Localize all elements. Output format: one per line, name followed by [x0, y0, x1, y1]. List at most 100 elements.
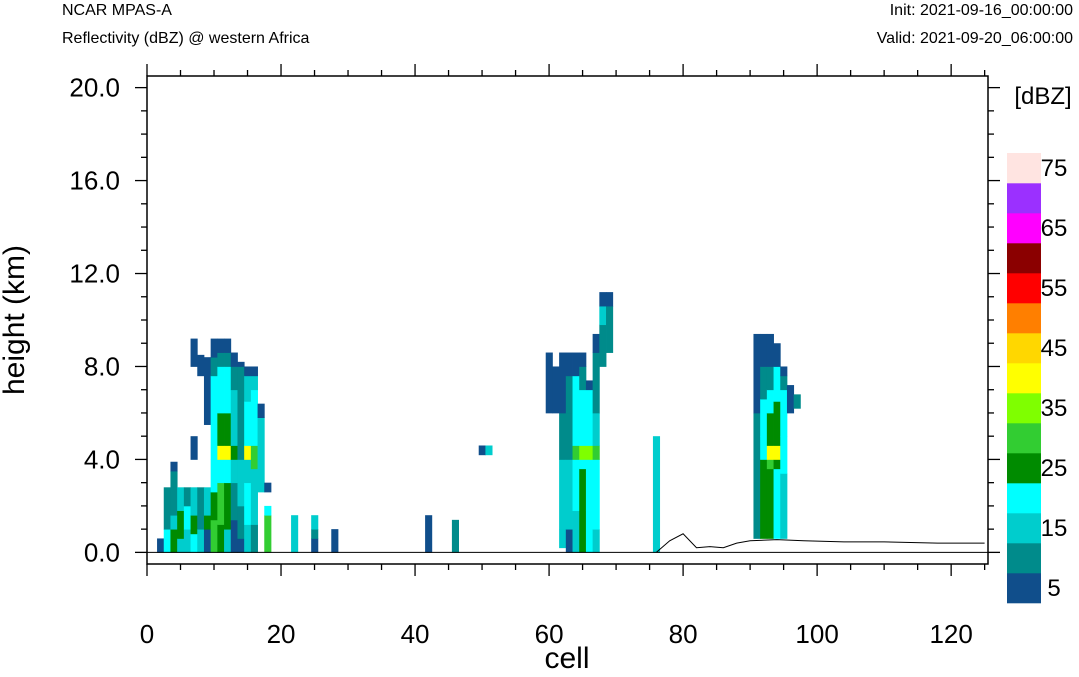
reflectivity-cell	[203, 515, 212, 530]
colorbar-swatch	[1007, 393, 1041, 424]
reflectivity-cell	[760, 399, 768, 437]
reflectivity-cell	[652, 543, 661, 553]
init-time: Init: 2021-09-16_00:00:00	[889, 2, 1073, 19]
colorbar-label: 5	[1047, 575, 1060, 602]
reflectivity-cell	[177, 510, 185, 539]
reflectivity-cell	[250, 389, 258, 446]
reflectivity-cell	[579, 389, 587, 446]
reflectivity-cell	[257, 403, 265, 418]
reflectivity-cell	[244, 375, 252, 402]
reflectivity-cell	[230, 482, 238, 521]
reflectivity-cell	[237, 366, 245, 414]
reflectivity-cell	[170, 461, 178, 472]
reflectivity-cell	[311, 515, 319, 530]
reflectivity-cell	[210, 491, 218, 521]
reflectivity-cell	[170, 529, 178, 553]
reflectivity-cell	[599, 324, 607, 367]
reflectivity-cell	[237, 505, 245, 539]
reflectivity-cell	[766, 333, 774, 367]
reflectivity-cell	[244, 445, 252, 460]
reflectivity-cell	[244, 366, 252, 377]
reflectivity-cell	[190, 338, 198, 367]
reflectivity-cell	[217, 445, 225, 460]
reflectivity-cell	[780, 389, 788, 437]
reflectivity-cell	[224, 482, 232, 530]
reflectivity-cell	[579, 468, 587, 553]
reflectivity-cell	[264, 515, 272, 553]
reflectivity-cell	[230, 389, 238, 446]
reflectivity-cell	[311, 538, 319, 553]
reflectivity-cell	[224, 459, 232, 484]
reflectivity-cell	[244, 482, 252, 525]
reflectivity-cell	[478, 445, 486, 456]
reflectivity-cell	[585, 510, 594, 553]
reflectivity-cell	[250, 468, 258, 525]
reflectivity-cell	[190, 515, 198, 535]
reflectivity-cell	[210, 357, 218, 377]
reflectivity-cell	[780, 375, 788, 391]
colorbar-label: 65	[1041, 215, 1068, 242]
y-tick-label: 16.0	[69, 166, 120, 196]
reflectivity-cell	[197, 529, 205, 553]
reflectivity-cell	[163, 487, 171, 530]
reflectivity-cell	[572, 459, 580, 511]
reflectivity-cell	[572, 510, 580, 553]
reflectivity-cells	[157, 292, 801, 553]
colorbar: 5 15 25 35 45 55 65 75	[1007, 153, 1068, 604]
reflectivity-cell	[331, 529, 339, 553]
reflectivity-cell	[197, 354, 205, 377]
reflectivity-cell	[183, 529, 191, 553]
reflectivity-cell	[565, 412, 573, 460]
reflectivity-cell	[224, 529, 232, 553]
reflectivity-cell	[237, 412, 245, 460]
y-tick-label: 8.0	[84, 351, 120, 381]
colorbar-label: 55	[1041, 275, 1068, 302]
reflectivity-cell	[545, 352, 553, 414]
reflectivity-cell	[217, 366, 225, 414]
valid-time: Valid: 2021-09-20_06:00:00	[876, 30, 1073, 47]
x-tick-label: 120	[929, 619, 972, 649]
colorbar-label: 35	[1041, 395, 1068, 422]
reflectivity-cell	[264, 505, 272, 516]
reflectivity-cell	[210, 519, 218, 553]
reflectivity-cell	[773, 366, 781, 402]
reflectivity-cell	[760, 459, 768, 470]
y-axis-label: height (km)	[0, 245, 31, 395]
reflectivity-cell	[766, 412, 774, 446]
reflectivity-cell	[224, 366, 232, 414]
reflectivity-cell	[203, 487, 212, 516]
reflectivity-cell	[224, 338, 232, 353]
reflectivity-cell	[753, 459, 761, 521]
reflectivity-cell	[157, 538, 165, 553]
reflectivity-cell	[579, 459, 587, 470]
reflectivity-cell	[773, 343, 781, 367]
reflectivity-cell	[606, 306, 614, 353]
reflectivity-cell	[425, 515, 433, 553]
reflectivity-cell	[592, 529, 600, 553]
reflectivity-cell	[559, 529, 567, 549]
x-tick-label: 100	[795, 619, 838, 649]
reflectivity-cell	[585, 389, 594, 446]
x-tick-label: 40	[401, 619, 430, 649]
reflectivity-cell	[210, 338, 218, 358]
y-tick-label: 4.0	[84, 444, 120, 474]
reflectivity-cell	[250, 366, 258, 377]
reflectivity-cell	[599, 306, 607, 326]
reflectivity-cell	[780, 366, 788, 377]
reflectivity-cell	[485, 445, 493, 456]
reflectivity-cell	[559, 412, 567, 460]
reflectivity-cell	[177, 487, 185, 511]
reflectivity-cell	[592, 445, 600, 460]
colorbar-swatch	[1007, 543, 1041, 574]
chart-subtitle: Reflectivity (dBZ) @ western Africa	[62, 30, 310, 47]
reflectivity-cell	[244, 459, 252, 484]
reflectivity-cell	[585, 459, 594, 511]
colorbar-swatch	[1007, 333, 1041, 364]
reflectivity-cell	[244, 401, 252, 446]
x-tick-label: 60	[535, 619, 564, 649]
colorbar-swatch	[1007, 153, 1041, 184]
reflectivity-cell	[572, 445, 580, 460]
reflectivity-cell	[230, 459, 238, 484]
x-tick-label: 80	[669, 619, 698, 649]
reflectivity-cell	[291, 515, 299, 553]
